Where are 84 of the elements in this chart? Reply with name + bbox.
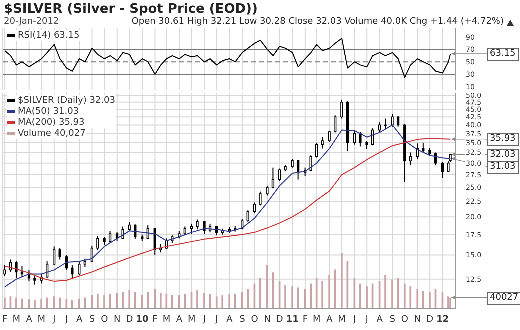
legend-label: Volume 40,027 [18,128,86,138]
x-tick-label: A [226,315,234,325]
candlestick [108,230,112,244]
x-tick-label: F [302,315,308,325]
annotation: 31.03 [487,160,519,174]
x-tick-label: J [52,315,56,325]
x-tick-label: A [26,315,34,325]
x-tick-label: M [162,315,171,325]
candlestick [340,99,344,120]
x-tick-label: M [338,315,346,325]
x-tick-label: A [376,315,384,325]
legend-label: MA(200) 35.93 [18,118,85,128]
candlestick [422,142,425,154]
candlestick [328,130,331,143]
candlestick [15,261,18,279]
x-tick-label: D [426,315,434,325]
candlestick [58,248,62,260]
x-tick-label: 10 [136,315,149,325]
candlestick [409,152,412,166]
candlestick [203,220,206,235]
legend-label: RSI(14) 63.15 [18,30,80,40]
annotation: 40027 [487,292,520,305]
candlestick [196,219,199,230]
x-tick-label: F [2,315,8,325]
candlestick [71,264,74,279]
x-tick-label: J [214,315,218,325]
x-tick-label: A [76,315,84,325]
candlestick [441,162,444,179]
candlestick [259,191,262,206]
x-tick-label: M [313,315,321,325]
candlestick [396,116,400,128]
x-tick-label: F [152,315,158,325]
x-tick-label: J [202,315,206,325]
candlestick [122,226,124,240]
candlestick [359,132,362,148]
candlestick [78,262,81,276]
candlestick [266,185,269,196]
candlestick [4,264,6,277]
legend-label: MA(50) 31.03 [18,106,80,116]
candlestick [384,118,387,130]
candlestick [253,202,256,214]
candlestick [96,236,100,251]
candlestick [34,274,36,286]
x-tick-label: N [114,315,121,325]
candlestick [278,168,282,182]
candlestick [310,155,312,172]
x-tick-label: S [390,315,396,325]
candlestick [353,130,356,146]
x-tick-label: D [126,315,134,325]
x-tick-label: D [276,315,284,325]
x-tick-label: J [352,315,356,325]
x-tick-label: M [38,315,46,325]
x-tick-label: N [264,315,271,325]
x-tick-label: A [326,315,334,325]
x-tick-label: O [251,315,258,325]
annotation: 35.93 [487,133,519,146]
chart-title: $SILVER (Silver - Spot Price (EOD)) [4,2,258,17]
candlestick [190,223,194,235]
legend-label: $SILVER (Daily) 32.03 [18,96,116,106]
x-tick-label: J [64,315,68,325]
x-tick-label: J [364,315,368,325]
x-tick-label: M [188,315,196,325]
text: Open 30.61 High 32.21 Low 30.28 Close 32.03 Volume 40.0K Chg +1.44 (+4.72%) [132,17,504,27]
x-tick-label: 11 [286,315,299,325]
candlestick [20,266,24,278]
x-tick-label: N [414,315,422,325]
candlestick [334,115,337,134]
candlestick [246,210,250,222]
x-tick-label: S [89,315,96,325]
annotation: 32.03 [487,148,519,162]
x-tick-label: M [12,315,20,325]
candlestick [316,142,318,158]
chart-subtitle: 20-Jan-2012 [4,17,60,27]
annotation: 63.15 [487,48,519,61]
candlestick [321,136,324,150]
x-tick-label: A [176,315,184,325]
x-tick-label: O [401,315,409,325]
x-tick-label: 12 [436,315,450,325]
candlestick [391,114,394,128]
x-tick-label: S [240,315,246,325]
candlestick [53,246,56,266]
candlestick [378,122,382,133]
candlestick [272,167,275,190]
x-tick-label: O [101,315,108,325]
